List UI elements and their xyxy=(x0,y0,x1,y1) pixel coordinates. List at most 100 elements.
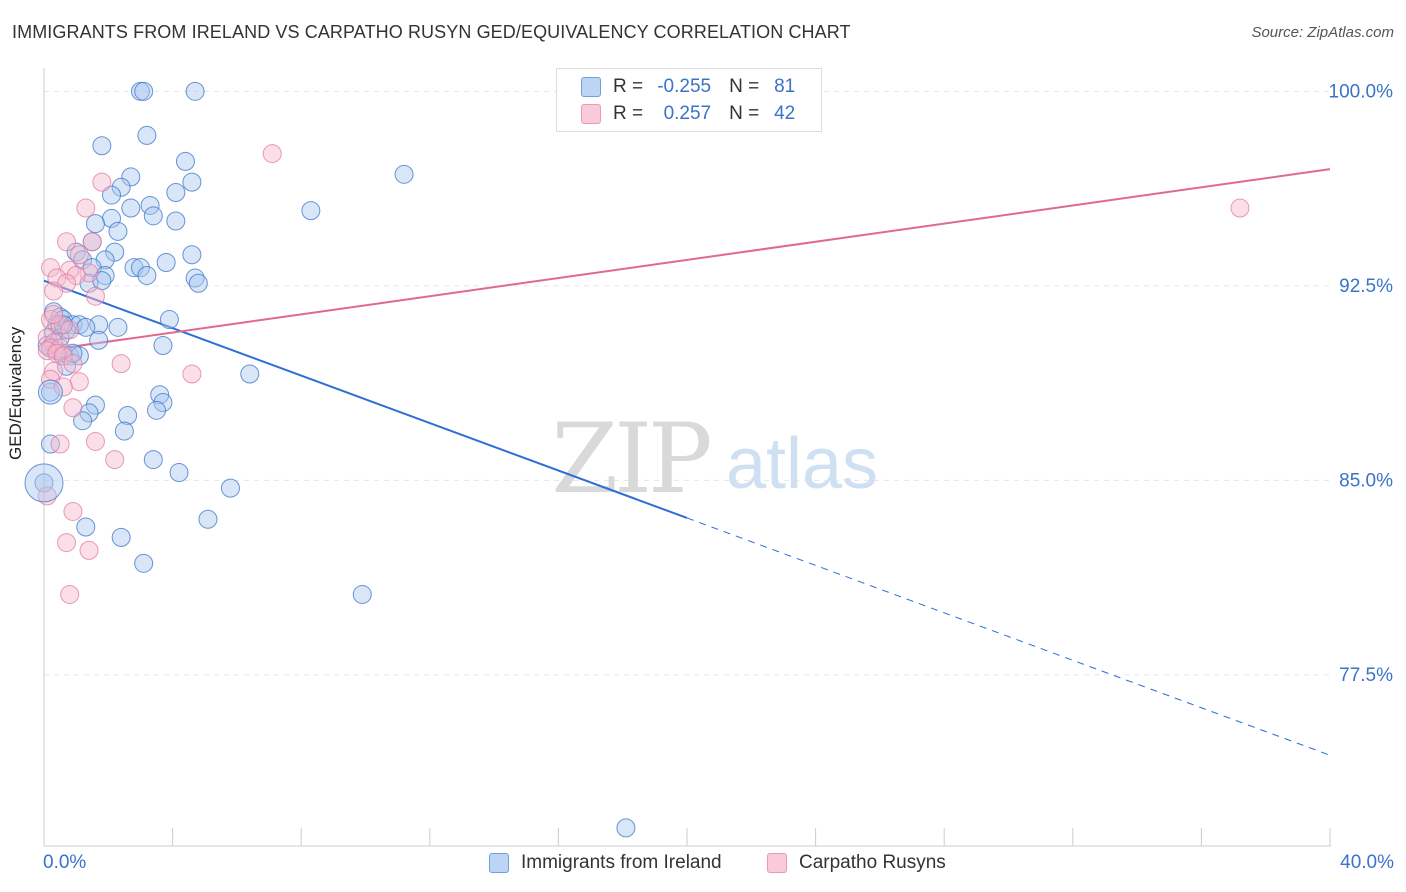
x-tick-label-min: 0.0% xyxy=(43,852,87,873)
rusyn-point xyxy=(40,258,60,278)
ireland-point xyxy=(147,400,167,420)
ireland-point xyxy=(134,81,154,101)
ireland-trend-projection xyxy=(686,517,1331,756)
ireland-point xyxy=(111,177,131,197)
ireland-point xyxy=(140,195,160,215)
watermark-zip: ZIP xyxy=(551,403,710,515)
ireland-point xyxy=(143,206,163,226)
rusyn-point xyxy=(66,265,86,285)
ireland-point xyxy=(159,310,179,330)
rusyn-point xyxy=(92,172,112,192)
rusyn-point xyxy=(69,245,89,265)
legend-n-label: N = xyxy=(729,103,760,124)
axes xyxy=(43,68,1331,847)
ireland-point xyxy=(76,517,96,537)
rusyn-point xyxy=(69,372,89,392)
legend-row-ireland: R = -0.255 N = 81 xyxy=(581,74,795,100)
rusyn-point xyxy=(1230,198,1250,218)
ireland-trend-line xyxy=(43,279,688,519)
rusyn-point xyxy=(44,304,64,324)
watermark-atlas: atlas xyxy=(726,424,878,504)
rusyn-point xyxy=(182,364,202,384)
ireland-point xyxy=(85,214,105,234)
series-legend-rusyns[interactable]: Carpatho Rusyns xyxy=(767,852,946,874)
ireland-point xyxy=(169,463,189,483)
ireland-point xyxy=(166,182,186,202)
chart-title: IMMIGRANTS FROM IRELAND VS CARPATHO RUSY… xyxy=(12,22,851,42)
ireland-point xyxy=(301,201,321,221)
trend-lines xyxy=(43,168,1331,756)
ireland-point xyxy=(121,198,141,218)
rusyn-point xyxy=(111,354,131,374)
ireland-point xyxy=(175,151,195,171)
correlation-legend: R = -0.255 N = 81 R = 0.257 N = 42 xyxy=(556,68,822,132)
y-tick-label: 92.5% xyxy=(1339,276,1393,297)
y-axis-label: GED/Equivalency xyxy=(6,326,25,460)
ireland-point xyxy=(108,221,128,241)
legend-swatch-blue xyxy=(581,77,601,97)
rusyn-point xyxy=(53,377,73,397)
ireland-point xyxy=(240,364,260,384)
ireland-point xyxy=(198,509,218,529)
ireland-point xyxy=(92,136,112,156)
ireland-point xyxy=(118,406,138,426)
series-name: Immigrants from Ireland xyxy=(521,852,722,873)
legend-swatch-pink xyxy=(581,104,601,124)
legend-n-value: 42 xyxy=(774,103,796,124)
ireland-point xyxy=(114,421,134,441)
ireland-point xyxy=(185,81,205,101)
rusyn-point xyxy=(53,346,73,366)
ireland-point xyxy=(394,164,414,184)
ireland-point xyxy=(143,450,163,470)
rusyn-point xyxy=(79,540,99,560)
series-legend-ireland[interactable]: Immigrants from Ireland xyxy=(489,852,722,874)
ireland-point xyxy=(616,818,636,838)
source-credit: Source: ZipAtlas.com xyxy=(1251,24,1394,41)
ireland-point xyxy=(121,167,141,187)
series-swatch-pink xyxy=(767,853,787,873)
gridlines xyxy=(44,90,1330,676)
ireland-point xyxy=(188,273,208,293)
y-tick-label: 85.0% xyxy=(1339,470,1393,491)
ireland-point xyxy=(150,385,170,405)
ireland-point xyxy=(352,584,372,604)
y-tick-labels: 100.0% 92.5% 85.0% 77.5% xyxy=(1329,81,1394,686)
ireland-point xyxy=(185,268,205,288)
ireland-point xyxy=(111,527,131,547)
rusyn-point xyxy=(63,354,83,374)
y-tick-label: 77.5% xyxy=(1339,665,1393,686)
ireland-point xyxy=(108,317,128,337)
ireland-point xyxy=(40,382,60,402)
series-name: Carpatho Rusyns xyxy=(799,852,946,873)
rusyn-point xyxy=(57,533,77,553)
rusyn-point xyxy=(60,320,80,340)
ireland-point xyxy=(137,265,157,285)
ireland-point xyxy=(89,330,109,350)
rusyn-point xyxy=(63,501,83,521)
ireland-point-large xyxy=(24,463,64,503)
ireland-point xyxy=(105,242,125,262)
ireland-point xyxy=(76,317,96,337)
rusyn-point xyxy=(105,450,125,470)
ireland-point xyxy=(40,434,60,454)
ireland-point xyxy=(166,211,186,231)
rusyn-point xyxy=(85,286,105,306)
rusyn-point xyxy=(44,281,64,301)
legend-r-label: R = xyxy=(613,103,644,124)
rusyn-point xyxy=(60,584,80,604)
legend-r-value: 0.257 xyxy=(663,103,712,124)
rusyn-point xyxy=(37,328,57,348)
ireland-point xyxy=(182,245,202,265)
ireland-point xyxy=(153,335,173,355)
ireland-point xyxy=(220,478,240,498)
rusyn-point xyxy=(50,434,70,454)
ireland-point xyxy=(130,258,150,278)
ireland-point xyxy=(85,395,105,415)
legend-row-rusyns: R = 0.257 N = 42 xyxy=(581,101,795,127)
ireland-point xyxy=(153,393,173,413)
rusyn-trend-line xyxy=(43,168,1331,352)
y-tick-label: 100.0% xyxy=(1329,81,1394,102)
legend-r-label: R = xyxy=(613,76,644,97)
ireland-point xyxy=(95,265,115,285)
